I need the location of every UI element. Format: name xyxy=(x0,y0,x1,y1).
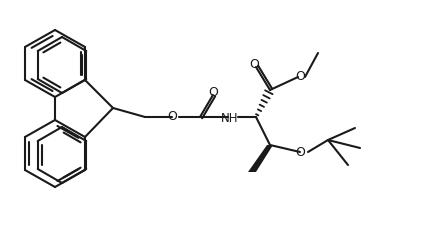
Polygon shape xyxy=(248,145,273,172)
Text: O: O xyxy=(208,87,218,99)
Text: NH: NH xyxy=(221,112,239,124)
Text: O: O xyxy=(295,70,305,84)
Text: O: O xyxy=(295,147,305,159)
Text: O: O xyxy=(167,111,177,123)
Text: O: O xyxy=(249,59,259,71)
